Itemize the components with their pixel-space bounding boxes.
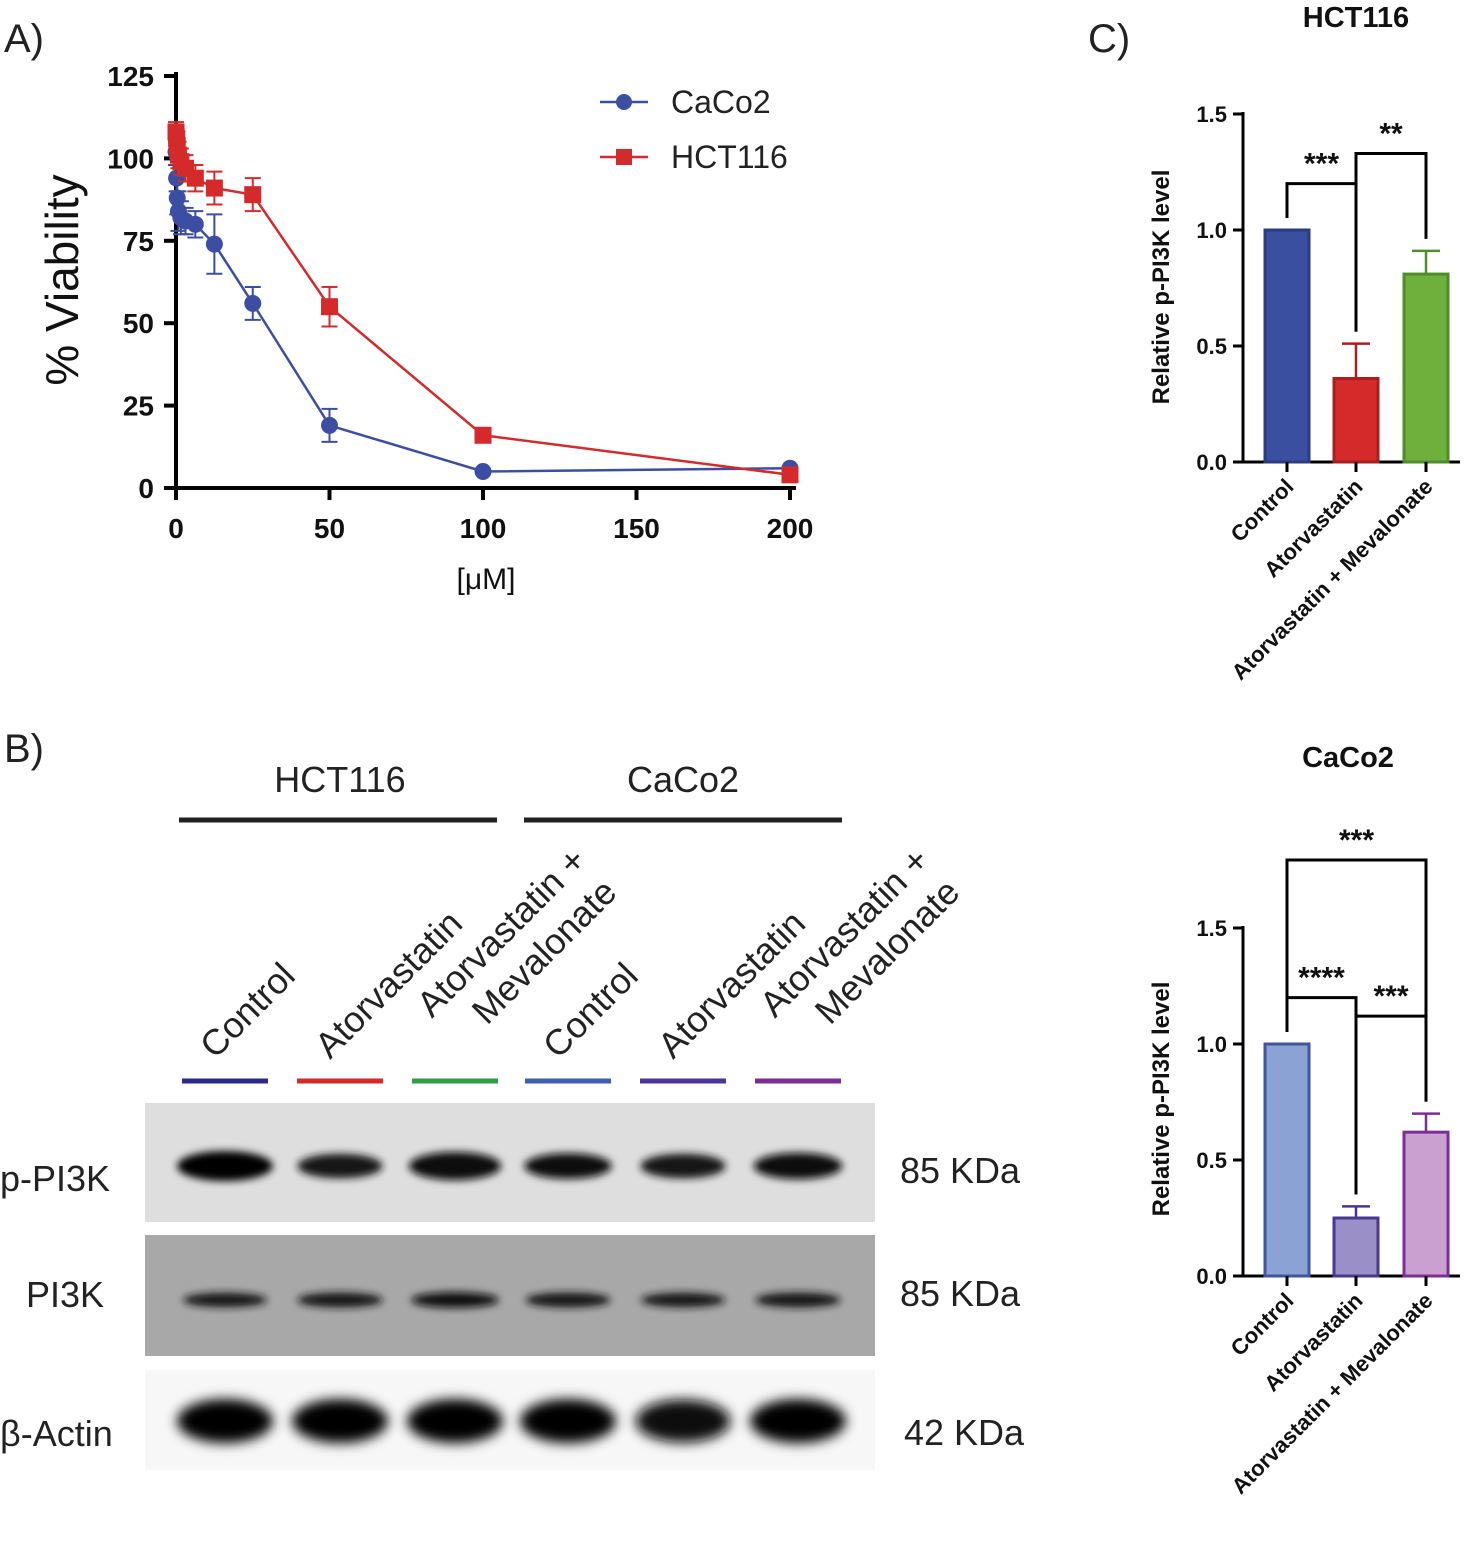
x-tick-label: 0 [168,513,184,544]
y-tick-label: 25 [123,391,154,422]
blot-band [753,1152,843,1180]
chart-title-hct116: HCT116 [1303,2,1409,34]
x-tick-label: 150 [613,513,660,544]
significance-bracket [1354,151,1428,332]
panel-c-label: C) [1088,17,1130,61]
bar-chart-caco2: CaCo2 Relative p-PI3K level 0.0 0.5 1.0 1.5… [1148,742,1460,1499]
data-point [244,294,262,312]
bar [1402,272,1450,464]
blot-band [755,1292,841,1308]
significance-label: *** [1304,148,1339,181]
blot-band [183,1292,267,1308]
series-hct116 [167,121,799,484]
significance-label: **** [1298,962,1345,995]
panel-a-label: A) [4,17,44,61]
blot-band [520,1399,616,1443]
y-axis-label-hct116: Relative p-PI3K level [1148,170,1175,405]
legend-caco2-marker [616,94,632,110]
size-label-p-pi3k: 85 KDa [900,1150,1021,1191]
bar [1263,1042,1311,1278]
chart-title-caco2: CaCo2 [1302,742,1394,774]
x-tick-label: 50 [314,513,345,544]
y-tick-label: 125 [107,61,154,92]
blot-band [640,1153,726,1179]
membrane-pi3k [145,1235,875,1356]
legend-hct116-label: HCT116 [671,139,788,175]
blot-band [407,1399,503,1443]
blot-band [177,1151,273,1181]
y-tick-label: 1.5 [1196,916,1227,941]
blot-band [177,1399,273,1443]
y-tick-label: 50 [123,308,154,339]
bar-chart-hct116: HCT116 Relative p-PI3K level 0.0 0.5 1.0 1.… [1148,2,1460,685]
blot-band [524,1153,612,1179]
blot-band [635,1399,731,1443]
blot-band [525,1292,611,1308]
data-point [186,169,204,187]
significance-label: *** [1373,980,1408,1013]
y-tick-label: 1.0 [1196,218,1227,243]
y-tick-label: 0.0 [1196,1264,1227,1289]
data-point [205,179,223,197]
blot-band [641,1292,725,1308]
size-label-actin: 42 KDa [904,1412,1025,1453]
y-axis-label: % Viability [36,174,88,385]
blot-band [292,1399,388,1443]
data-point [781,466,799,484]
legend-hct116-marker [616,149,632,165]
western-blot: HCT116 CaCo2 Control AtorvastatinAtorvast… [0,759,1025,1470]
data-point [321,416,338,434]
legend: CaCo2 HCT116 [600,84,788,175]
group-label-caco2: CaCo2 [627,759,739,800]
blot-band [750,1399,846,1443]
x-tick-label: 200 [767,513,814,544]
bar [1402,1130,1450,1278]
lane-label: Control [192,955,303,1066]
blot-band [297,1153,383,1179]
bar [1332,1216,1380,1278]
y-axis-label-caco2: Relative p-PI3K level [1148,982,1175,1217]
y-tick-label: 0 [138,473,154,504]
data-point [186,215,204,233]
blot-band [411,1292,499,1308]
data-point [205,235,223,253]
row-label-p-pi3k: p-PI3K [0,1158,110,1199]
data-point [474,426,492,444]
data-point [244,186,262,204]
row-label-actin: β-Actin [0,1413,113,1454]
blot-band [297,1292,383,1308]
y-tick-label: 0.0 [1196,450,1227,475]
y-tick-label: 0.5 [1196,334,1227,359]
series-line [174,151,791,473]
bar [1263,228,1311,464]
y-tick-label: 100 [107,143,154,174]
viability-chart: 0 25 50 75 100 125 0 50 100 150 200 % Viability [… [36,61,813,596]
data-point [474,463,492,481]
significance-label: ** [1379,117,1403,150]
data-point [321,298,338,316]
bar [1332,376,1380,464]
blot-band [408,1151,502,1181]
y-tick-label: 1.5 [1196,102,1227,127]
y-tick-label: 1.0 [1196,1032,1227,1057]
significance-bracket [1285,858,1428,1102]
series-line [174,131,791,477]
significance-label: *** [1339,824,1374,857]
size-label-pi3k: 85 KDa [900,1273,1021,1314]
x-axis-label: [μM] [457,563,516,596]
group-label-hct116: HCT116 [274,759,405,800]
panel-b-label: B) [4,727,44,771]
row-label-pi3k: PI3K [26,1274,104,1315]
y-tick-label: 75 [123,226,154,257]
x-tick-label: 100 [460,513,507,544]
y-tick-label: 0.5 [1196,1148,1227,1173]
legend-caco2-label: CaCo2 [671,84,771,120]
